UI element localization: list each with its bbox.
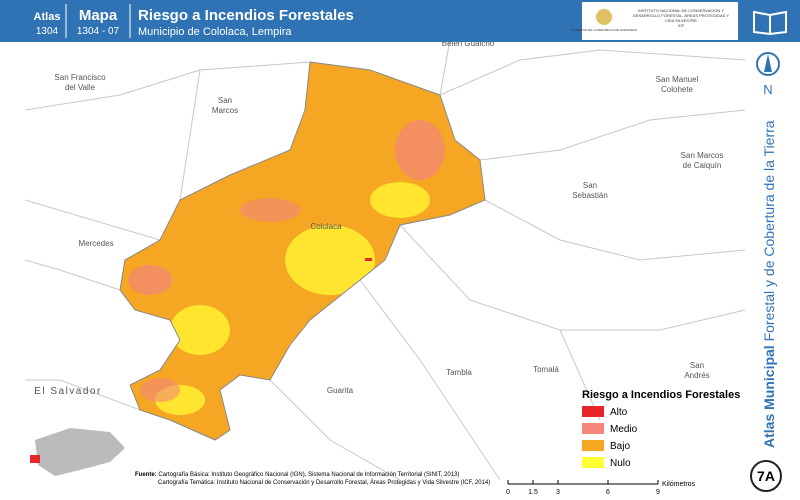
place-label: Cololaca — [310, 222, 342, 231]
legend-label: Bajo — [610, 441, 630, 452]
logo-left: GOBIERNO DE LA REPÚBLICA DE HONDURAS — [571, 27, 637, 32]
place-label: El Salvador — [34, 386, 102, 397]
legend-swatch — [582, 423, 604, 434]
scale-label: 1.5 — [528, 489, 538, 496]
legend-swatch — [582, 440, 604, 451]
north-circle — [756, 52, 780, 76]
logo-right: INSTITUTO NACIONAL DE CONSERVACIÓN Y DES… — [632, 8, 730, 28]
legend-swatch — [582, 406, 604, 417]
municipality — [119, 61, 486, 441]
map-label: Mapa — [79, 7, 118, 24]
side-title: Atlas Municipal Forestal y de Cobertura … — [761, 120, 777, 448]
atlas-label: Atlas — [34, 11, 61, 23]
legend: Riesgo a Incendios Forestales Alto Medio B… — [582, 389, 740, 469]
legend-swatch — [582, 457, 604, 468]
place-label: Mercedes — [78, 239, 113, 248]
inset-location — [30, 455, 40, 463]
scale-label: 3 — [556, 489, 560, 496]
subtitle: Municipio de Cololaca, Lempira — [138, 26, 292, 38]
inset-map — [35, 428, 125, 476]
place-labels: Belén Gualcho San Francisco del Valle San… — [34, 39, 723, 397]
scale-label: 6 — [606, 489, 610, 496]
legend-label: Nulo — [610, 458, 631, 469]
atlas-number: 1304 — [36, 26, 59, 37]
place-label: Tomalá — [533, 365, 559, 374]
place-label: San Manuel Colohete — [656, 75, 699, 94]
place-label: Belén Gualcho — [442, 39, 495, 48]
map-number: 1304 - 07 — [77, 26, 120, 37]
place-label: Guarita — [327, 386, 354, 395]
place-label: San Marcos de Caiquín — [681, 151, 724, 170]
badge-label: 7A — [757, 468, 775, 484]
badge — [750, 460, 782, 492]
place-label: San Marcos — [212, 96, 238, 115]
place-label: San Andrés — [684, 361, 709, 380]
source: Fuente: Cartografía Básica: Instituto Ge… — [135, 472, 490, 486]
legend-label: Medio — [610, 424, 638, 435]
place-label: Tambla — [446, 368, 472, 377]
scale-unit: Kilómetros — [662, 481, 696, 488]
place-label: San Francisco del Valle — [54, 73, 106, 92]
legend-title: Riesgo a Incendios Forestales — [582, 389, 740, 401]
scale-label: 0 — [506, 489, 510, 496]
scale-label: 9 — [656, 489, 660, 496]
title: Riesgo a Incendios Forestales — [138, 7, 354, 24]
place-label: San Sebastián — [572, 181, 608, 200]
north-arrow — [764, 54, 772, 72]
legend-label: Alto — [610, 407, 628, 418]
book-icon — [753, 10, 787, 36]
boundaries — [24, 39, 746, 481]
logo-emblem — [596, 9, 612, 25]
north-label: N — [763, 82, 772, 97]
